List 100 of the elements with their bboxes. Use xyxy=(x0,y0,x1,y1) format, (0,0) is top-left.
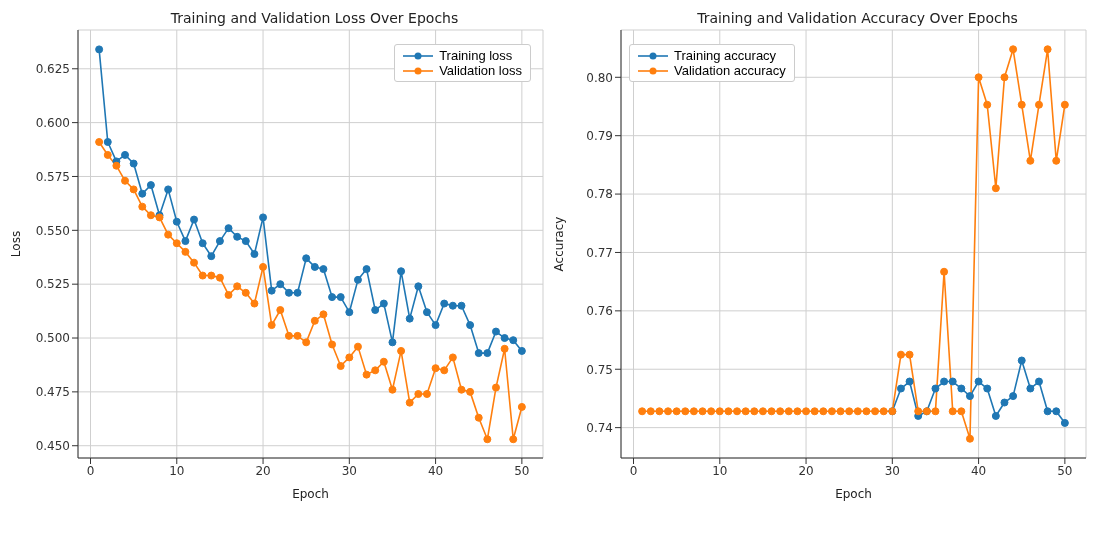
y-tick-label: 0.74 xyxy=(586,420,613,435)
point xyxy=(362,370,371,379)
point xyxy=(1009,45,1018,54)
point xyxy=(310,316,319,325)
point xyxy=(95,138,104,147)
point xyxy=(250,250,259,259)
point xyxy=(121,176,130,185)
point xyxy=(1060,418,1069,427)
point xyxy=(224,224,233,233)
point xyxy=(336,293,345,302)
legend-label: Validation accuracy xyxy=(674,63,786,78)
point xyxy=(638,407,647,416)
point xyxy=(1017,100,1026,109)
point xyxy=(1009,392,1018,401)
point xyxy=(767,407,776,416)
y-tick-label: 0.79 xyxy=(586,128,613,143)
point xyxy=(896,384,905,393)
point xyxy=(974,73,983,82)
point xyxy=(1026,156,1035,165)
point xyxy=(871,407,880,416)
x-axis-title: Epoch xyxy=(835,487,872,501)
x-tick-label: 40 xyxy=(970,463,987,478)
point xyxy=(215,273,224,282)
point xyxy=(483,435,492,444)
y-tick-label: 0.76 xyxy=(586,304,613,319)
y-tick-label: 0.550 xyxy=(35,223,70,238)
point xyxy=(914,407,923,416)
point xyxy=(974,377,983,386)
point xyxy=(190,258,199,267)
point xyxy=(215,237,224,246)
point xyxy=(879,407,888,416)
point xyxy=(103,150,112,159)
point xyxy=(1043,407,1052,416)
point xyxy=(129,185,138,194)
point xyxy=(388,385,397,394)
point xyxy=(957,407,966,416)
point xyxy=(448,353,457,362)
x-tick-label: 0 xyxy=(629,463,638,478)
y-tick-label: 0.575 xyxy=(35,169,70,184)
point xyxy=(293,288,302,297)
y-tick-label: 0.450 xyxy=(35,438,70,453)
point xyxy=(802,407,811,416)
point xyxy=(371,366,380,375)
x-tick-label: 40 xyxy=(427,463,444,478)
point xyxy=(190,215,199,224)
y-axis-title: Loss xyxy=(9,230,24,258)
point xyxy=(466,387,475,396)
point xyxy=(422,308,431,317)
point xyxy=(517,346,526,355)
point xyxy=(724,407,733,416)
point xyxy=(181,237,190,246)
point xyxy=(784,407,793,416)
point xyxy=(853,407,862,416)
point xyxy=(302,338,311,347)
point xyxy=(1026,384,1035,393)
point xyxy=(983,384,992,393)
point xyxy=(319,310,328,319)
point xyxy=(457,301,466,310)
point xyxy=(388,338,397,347)
point xyxy=(440,299,449,308)
point xyxy=(241,237,250,246)
point xyxy=(138,189,147,198)
point xyxy=(991,411,1000,420)
point xyxy=(276,306,285,315)
x-tick-label: 20 xyxy=(798,463,814,478)
point xyxy=(129,159,138,168)
x-tick-label: 30 xyxy=(341,463,357,478)
point xyxy=(698,407,707,416)
point xyxy=(483,349,492,358)
point xyxy=(810,407,819,416)
point xyxy=(707,407,716,416)
point xyxy=(1052,407,1061,416)
point xyxy=(655,407,664,416)
point xyxy=(397,346,406,355)
point xyxy=(758,407,767,416)
point xyxy=(827,407,836,416)
point xyxy=(207,252,216,261)
point xyxy=(284,288,293,297)
point xyxy=(1034,377,1043,386)
point xyxy=(138,202,147,211)
point xyxy=(509,336,518,345)
point xyxy=(353,275,362,284)
point xyxy=(500,334,509,343)
point xyxy=(379,299,388,308)
point xyxy=(276,280,285,289)
x-tick-label: 10 xyxy=(169,463,185,478)
point xyxy=(422,390,431,399)
y-tick-label: 0.600 xyxy=(35,115,70,130)
point xyxy=(1060,100,1069,109)
point xyxy=(397,267,406,276)
point xyxy=(905,377,914,386)
point xyxy=(819,407,828,416)
x-tick-label: 50 xyxy=(514,463,530,478)
point xyxy=(181,247,190,256)
point xyxy=(862,407,871,416)
y-axis-title: Accuracy xyxy=(552,216,567,272)
y-tick-label: 0.525 xyxy=(35,277,70,292)
point xyxy=(991,184,1000,193)
point xyxy=(1017,356,1026,365)
point xyxy=(940,267,949,276)
